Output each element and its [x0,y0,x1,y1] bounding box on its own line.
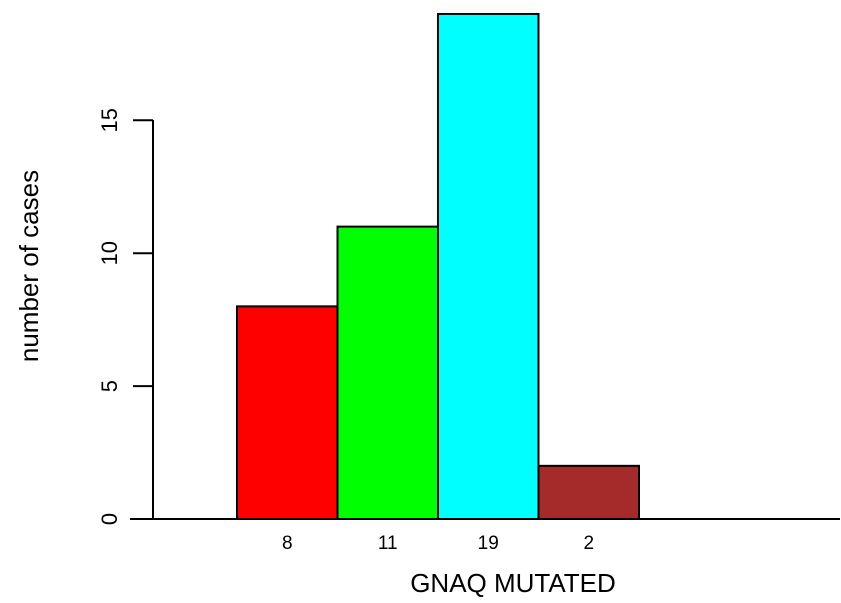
y-tick-label: 10 [97,241,122,265]
y-tick-label: 15 [97,108,122,132]
y-axis-ticks: 0 5 10 15 [97,108,153,525]
bar-11 [336,225,439,520]
bar-2 [537,464,640,520]
bar-labels: 8 11 19 2 [282,533,594,554]
x-category-label: 11 [378,533,398,554]
x-category-label: 19 [478,533,499,554]
y-axis-title: number of cases [14,170,44,362]
bars [236,12,640,520]
x-category-label: 2 [583,533,594,554]
x-axis-title: GNAQ MUTATED [410,568,616,598]
bar-8 [236,305,339,520]
y-tick-label: 5 [97,380,122,392]
bar-19 [437,12,540,520]
x-category-label: 8 [282,533,293,554]
y-tick-label: 0 [97,513,122,525]
